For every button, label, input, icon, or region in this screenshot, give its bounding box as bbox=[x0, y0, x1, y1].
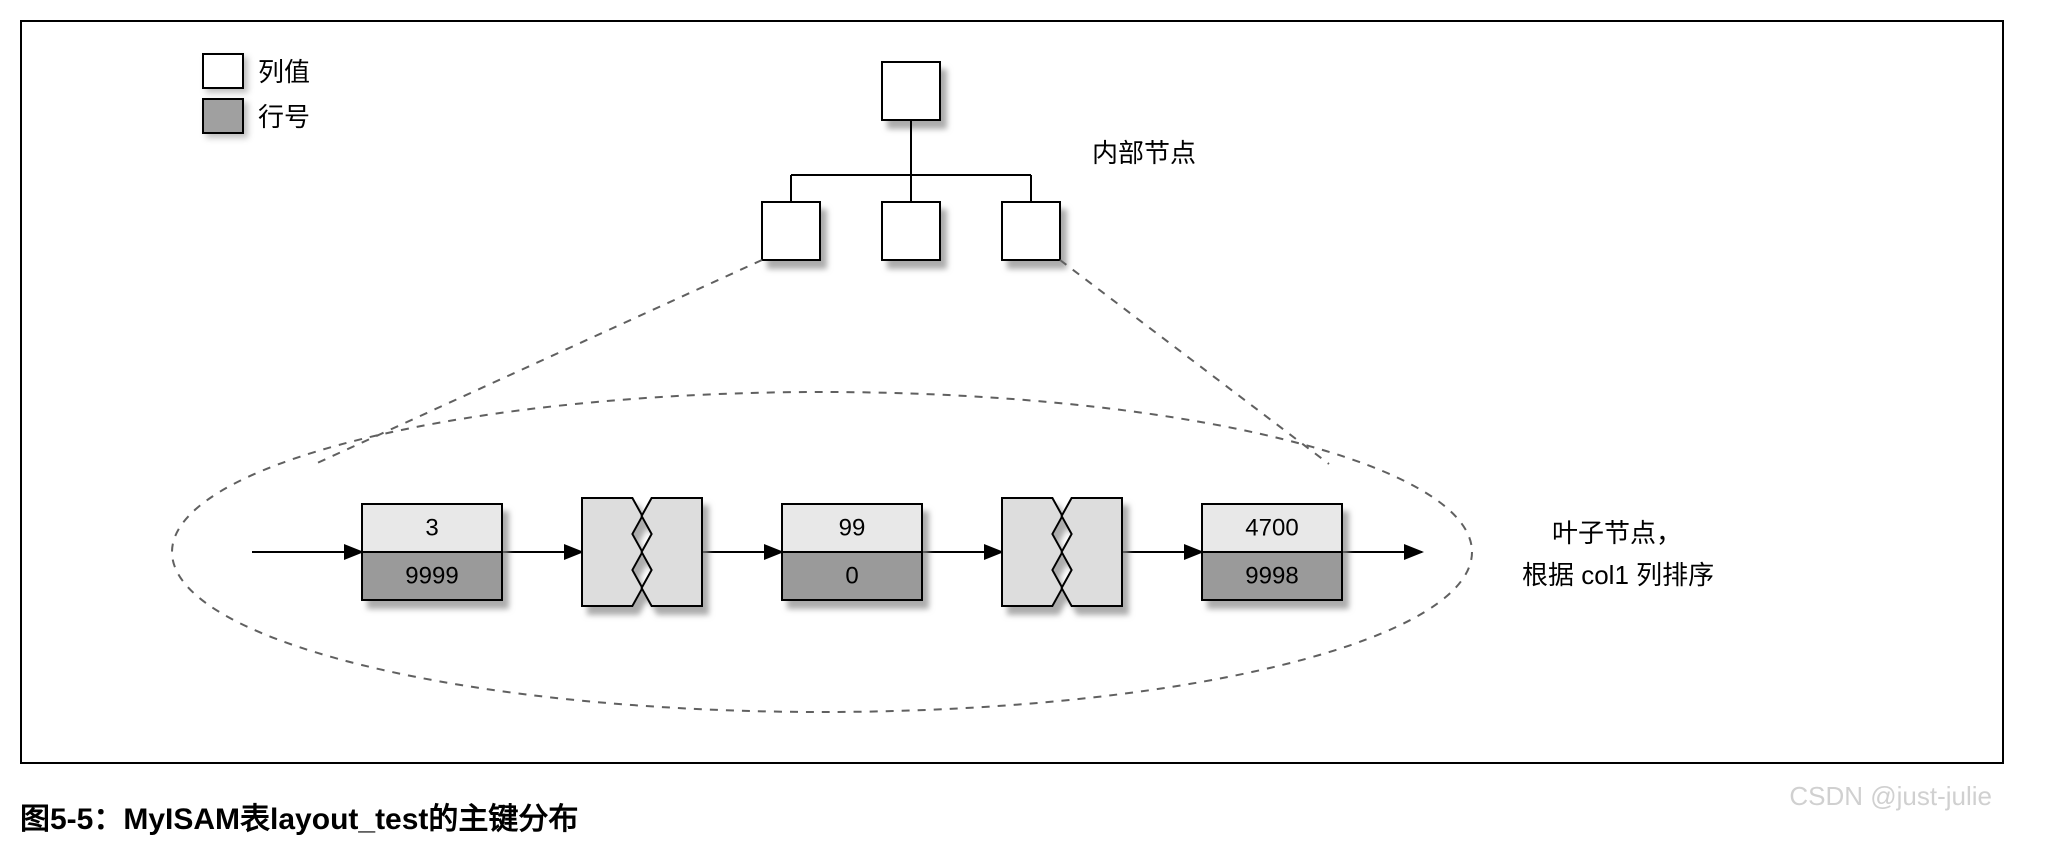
leaf-row-num: 9998 bbox=[1245, 563, 1298, 590]
diagram-svg: 3999999047009998 内部节点 叶子节点， 根据 col1 列排序 bbox=[22, 22, 2002, 762]
leaf-row-num: 0 bbox=[845, 563, 858, 590]
leaf-col-value: 4700 bbox=[1245, 515, 1298, 542]
watermark: CSDN @just-julie bbox=[1789, 781, 1992, 812]
dash-guides bbox=[315, 260, 1329, 464]
leaf-col-value: 99 bbox=[839, 515, 866, 542]
leaf-node: 3 9999 bbox=[362, 504, 502, 600]
break-gap bbox=[582, 498, 702, 606]
label-leaf-nodes-2: 根据 col1 列排序 bbox=[1522, 560, 1714, 590]
label-internal-nodes: 内部节点 bbox=[1092, 138, 1196, 168]
leaf-row-num: 9999 bbox=[405, 563, 458, 590]
break-gap bbox=[1002, 498, 1122, 606]
diagram-frame: 列值 行号 3999999047009998 内部节点 叶子 bbox=[20, 20, 2004, 764]
leaf-node: 99 0 bbox=[782, 504, 922, 600]
leaf-node: 4700 9998 bbox=[1202, 504, 1342, 600]
label-leaf-nodes-1: 叶子节点， bbox=[1552, 518, 1682, 548]
leaf-col-value: 3 bbox=[425, 515, 438, 542]
tree bbox=[762, 62, 1060, 260]
figure-caption: 图5-5：MyISAM表layout_test的主键分布 bbox=[20, 794, 2038, 838]
